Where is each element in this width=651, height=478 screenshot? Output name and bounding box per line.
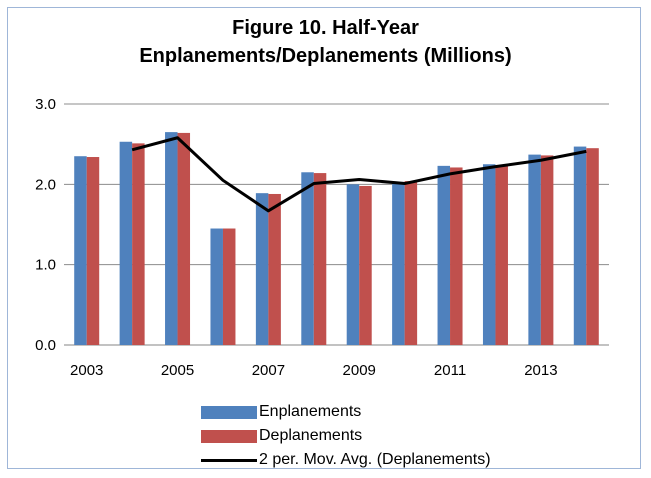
legend: Enplanements Deplanements 2 per. Mov. Av… xyxy=(201,400,491,472)
bar-enplanements xyxy=(255,193,269,345)
bar-enplanements xyxy=(528,154,541,345)
moving-average-line xyxy=(131,136,587,213)
legend-label-moving-average: 2 per. Mov. Avg. (Deplanements) xyxy=(259,451,491,468)
bar-enplanements xyxy=(482,164,496,345)
bar-deplanements xyxy=(313,173,327,345)
bar-deplanements xyxy=(177,132,191,345)
legend-item-deplanements: Deplanements xyxy=(201,424,491,448)
bar-deplanements xyxy=(450,167,463,345)
chart-title-line-1: Figure 10. Half-Year xyxy=(232,17,419,39)
bar-deplanements xyxy=(86,157,100,345)
bar-enplanements xyxy=(346,184,360,345)
x-tick-label: 2003 xyxy=(70,362,103,379)
legend-label-enplanements: Enplanements xyxy=(259,403,362,420)
y-tick-label: 3.0 xyxy=(35,96,56,113)
bar-enplanements xyxy=(392,181,405,345)
bar-deplanements xyxy=(540,155,554,345)
legend-line-moving-average xyxy=(201,458,257,462)
x-tick-label: 2007 xyxy=(252,362,285,379)
legend-item-enplanements: Enplanements xyxy=(201,400,491,424)
y-tick-label: 0.0 xyxy=(35,337,56,354)
y-tick-label: 1.0 xyxy=(35,257,56,274)
bar-deplanements xyxy=(404,181,418,345)
bar-deplanements xyxy=(586,148,599,345)
bar-deplanements xyxy=(495,165,508,345)
y-tick-label: 2.0 xyxy=(35,176,56,193)
bar-deplanements xyxy=(132,143,145,345)
bar-enplanements xyxy=(210,228,223,345)
legend-swatch-enplanements xyxy=(201,405,257,419)
x-tick-label: 2013 xyxy=(524,362,557,379)
bar-enplanements xyxy=(573,146,587,345)
bar-enplanements xyxy=(437,165,451,345)
bar-deplanements xyxy=(222,228,236,345)
legend-swatch-deplanements xyxy=(201,429,257,443)
bar-enplanements xyxy=(74,156,87,345)
x-tick-label: 2011 xyxy=(434,362,466,379)
bar-enplanements xyxy=(165,132,178,345)
legend-label-deplanements: Deplanements xyxy=(259,427,363,444)
bar-deplanements xyxy=(359,185,372,345)
bar-enplanements xyxy=(119,141,133,345)
legend-item-moving-average: 2 per. Mov. Avg. (Deplanements) xyxy=(201,448,491,472)
x-tick-label: 2009 xyxy=(343,362,376,379)
bar-enplanements xyxy=(301,172,314,345)
x-tick-label: 2005 xyxy=(161,362,194,379)
chart-title-line-2: Enplanements/Deplanements (Millions) xyxy=(139,45,512,67)
chart-title: Figure 10. Half-Year Enplanements/Deplan… xyxy=(0,14,651,70)
bar-deplanements xyxy=(268,193,281,345)
